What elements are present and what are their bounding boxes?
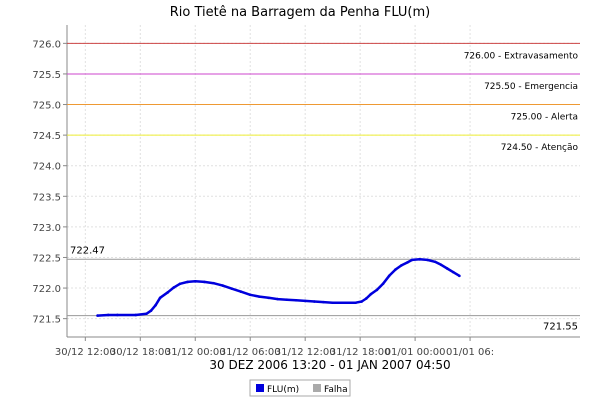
threshold-label: 725.50 - Emergencia (484, 82, 578, 92)
legend-box (249, 379, 351, 397)
data-point (331, 301, 334, 305)
x-tick-label: 31/12 12:00 (275, 347, 336, 358)
y-tick-label: 722.0 (32, 284, 61, 295)
data-point (426, 258, 429, 262)
data-point (381, 282, 385, 286)
data-point (276, 297, 279, 301)
threshold-label: 724.50 - Atenção (501, 143, 579, 153)
marker-label: 721.55 (543, 322, 578, 333)
data-point (369, 292, 373, 296)
data-point (393, 268, 397, 272)
data-point (451, 270, 455, 274)
data-point (345, 301, 348, 305)
data-point (116, 313, 119, 317)
data-point (154, 303, 157, 307)
y-tick-label: 725.0 (32, 101, 61, 112)
data-point (400, 264, 403, 267)
data-point (313, 300, 316, 303)
data-point (364, 297, 368, 300)
data-point (406, 261, 409, 264)
data-point (322, 300, 325, 304)
y-tick-label: 723.0 (32, 223, 61, 234)
data-point (258, 295, 261, 298)
data-point (248, 293, 252, 297)
legend-label: FLU(m) (267, 385, 299, 395)
x-tick-label: 31/12 06:00 (220, 347, 281, 358)
x-tick-label: 30/12 18:00 (110, 347, 171, 358)
data-point (106, 313, 110, 317)
data-point (360, 300, 363, 303)
data-point (410, 258, 414, 262)
data-point (186, 280, 189, 284)
threshold-label: 725.00 - Alerta (511, 113, 578, 123)
data-point (239, 290, 243, 294)
chart-title: Rio Tietê na Barragem da Penha FLU(m) (170, 5, 431, 20)
x-tick-label: 30/12 12:00 (55, 347, 116, 358)
x-tick-label: 01/01 06: (446, 347, 494, 358)
data-point (439, 263, 443, 267)
data-point (267, 296, 270, 300)
y-tick-label: 725.5 (32, 70, 61, 81)
y-tick-label: 722.5 (32, 253, 61, 264)
marker-label: 722.47 (70, 245, 105, 256)
data-point (172, 286, 176, 289)
data-point (145, 312, 148, 316)
data-point (96, 314, 99, 317)
data-point (149, 309, 153, 312)
y-tick-label: 724.5 (32, 131, 61, 142)
data-point (294, 298, 298, 302)
x-tick-label: 31/12 00:00 (165, 347, 226, 358)
data-point (375, 288, 379, 292)
x-tick-label: 01/01 00:00 (385, 347, 446, 358)
x-axis-label: 30 DEZ 2006 13:20 - 01 JAN 2007 04:50 (209, 358, 450, 372)
data-point (445, 267, 449, 270)
y-tick-label: 721.5 (32, 315, 61, 326)
data-point (458, 274, 461, 278)
threshold-label: 726.00 - Extravasamento (464, 51, 579, 61)
y-tick-label: 726.0 (32, 39, 61, 50)
data-point (134, 313, 138, 317)
data-point (418, 258, 421, 261)
legend-swatch (256, 384, 264, 392)
legend-label: Falha (324, 385, 348, 395)
data-point (212, 281, 215, 285)
data-point (166, 291, 170, 294)
data-point (433, 260, 437, 264)
legend-swatch (313, 384, 321, 392)
data-point (354, 301, 357, 305)
x-tick-label: 31/12 18:00 (330, 347, 391, 358)
data-point (203, 280, 206, 284)
data-point (230, 287, 234, 290)
data-point (221, 284, 225, 287)
data-point (303, 299, 307, 303)
data-point (158, 296, 162, 300)
data-point (178, 282, 182, 286)
data-point (387, 274, 391, 278)
plot-area (67, 25, 580, 337)
y-tick-label: 724.0 (32, 162, 61, 173)
y-tick-label: 723.5 (32, 192, 61, 203)
data-point (285, 298, 289, 301)
data-point (193, 280, 197, 283)
